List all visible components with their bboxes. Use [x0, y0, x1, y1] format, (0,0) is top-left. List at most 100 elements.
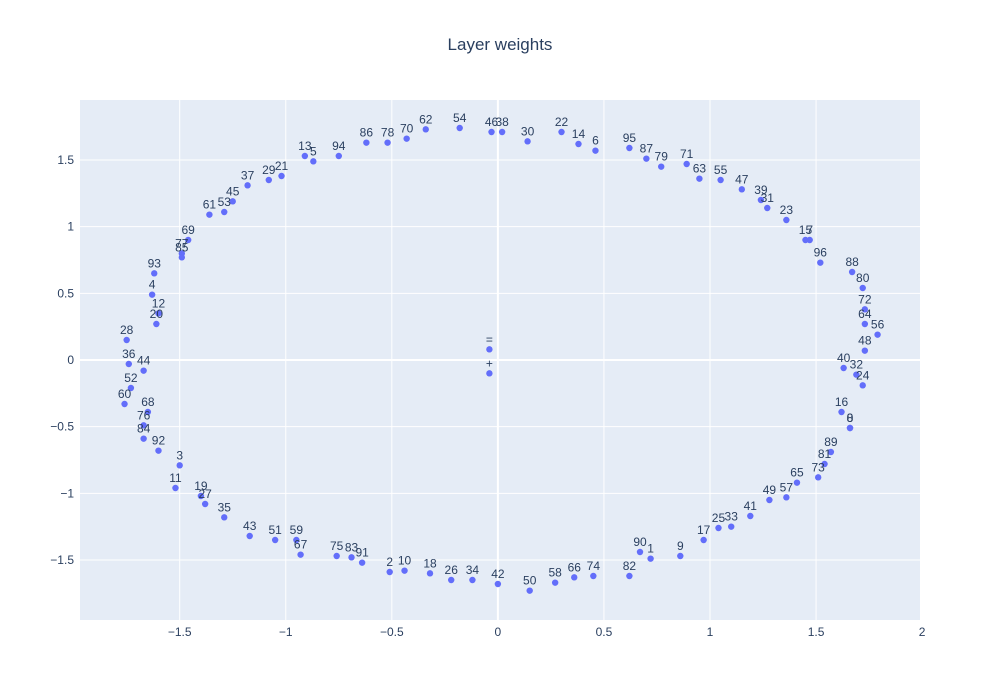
- x-tick-label: −1: [279, 625, 293, 639]
- data-point: [626, 144, 633, 152]
- data-point-label: 50: [523, 574, 537, 588]
- data-point: [715, 524, 722, 532]
- data-point-label: 16: [835, 395, 849, 409]
- data-point: [358, 559, 366, 566]
- data-point: [206, 211, 213, 218]
- data-point: [814, 474, 822, 481]
- data-point-label: 2: [386, 555, 393, 569]
- data-point-label: 1: [647, 542, 654, 556]
- data-point: [846, 424, 854, 432]
- data-point-label: 76: [137, 408, 151, 422]
- data-point: [747, 512, 754, 520]
- y-tick-label: −1: [60, 486, 74, 500]
- data-point: [151, 270, 158, 277]
- data-point: [244, 182, 251, 189]
- data-point: [153, 320, 160, 328]
- data-point-label: 74: [587, 559, 601, 573]
- data-point: [197, 492, 205, 500]
- data-point-label: 72: [858, 292, 872, 306]
- data-point-label: 96: [814, 246, 828, 260]
- data-point: [643, 155, 650, 162]
- data-point: [738, 186, 746, 193]
- data-point-label: 57: [780, 480, 794, 494]
- data-point-label: 65: [790, 466, 804, 480]
- data-point-label: 68: [141, 395, 155, 409]
- data-point: [140, 422, 147, 429]
- data-point-label: 12: [152, 296, 166, 310]
- x-tick-label: −0.5: [380, 625, 404, 639]
- x-tick-label: 0: [495, 625, 502, 639]
- data-point: [221, 514, 228, 521]
- data-point-label: 4: [149, 278, 156, 292]
- data-point: [821, 460, 828, 468]
- data-point-label: 78: [381, 126, 395, 140]
- data-point: [127, 384, 135, 392]
- data-point: [456, 124, 463, 132]
- data-point-label: 5: [310, 144, 317, 158]
- data-point: [178, 254, 186, 261]
- point-label-layer: 0123456789101112131415161718192021222324…: [118, 111, 885, 588]
- data-point-label: 58: [548, 566, 562, 580]
- data-point: [783, 494, 790, 501]
- data-point: [297, 551, 304, 558]
- data-point: [757, 196, 765, 204]
- data-point-label: 85: [175, 240, 189, 254]
- data-point-label: 87: [640, 142, 654, 156]
- data-point: [677, 552, 684, 560]
- data-point: [363, 139, 370, 146]
- x-tick-label: 0.5: [596, 625, 613, 639]
- y-tick-label: 0: [67, 353, 74, 367]
- data-point-label: 22: [555, 115, 569, 129]
- data-point-label: 33: [725, 510, 739, 524]
- data-point: [802, 236, 809, 244]
- data-point-label: 93: [148, 256, 162, 270]
- data-point-label: 53: [218, 195, 232, 209]
- data-point: [201, 500, 209, 508]
- data-point: [488, 128, 495, 136]
- data-point-label: 56: [871, 318, 885, 332]
- data-point-label: 36: [122, 347, 136, 361]
- data-point-label: 91: [355, 546, 369, 560]
- y-tick-label: −0.5: [50, 420, 74, 434]
- data-point-label: 59: [290, 523, 304, 537]
- data-point: [271, 536, 279, 544]
- data-point: [848, 268, 856, 276]
- data-point-label: 40: [837, 351, 851, 365]
- data-point: [401, 567, 408, 574]
- data-point: [486, 370, 493, 377]
- data-point-label: 34: [466, 563, 480, 577]
- data-point: [246, 532, 253, 540]
- x-tick-label: −1.5: [168, 625, 192, 639]
- data-point-label: 90: [633, 535, 647, 549]
- data-point: [125, 360, 132, 368]
- data-point-label: 11: [169, 471, 182, 485]
- data-point: [386, 568, 393, 576]
- data-point: [422, 126, 429, 133]
- data-point-label: 8: [847, 411, 854, 425]
- data-point: [838, 408, 845, 416]
- data-point: [486, 346, 493, 353]
- data-point: [229, 198, 236, 205]
- data-point-label: 62: [419, 112, 433, 126]
- data-point-label: 41: [744, 499, 758, 513]
- data-point-label: 43: [243, 519, 257, 533]
- data-point: [590, 572, 597, 580]
- data-point-label: 71: [680, 147, 694, 161]
- data-point-label: 20: [150, 307, 164, 321]
- data-point-label: 70: [400, 122, 414, 136]
- data-point: [144, 408, 152, 416]
- data-point-label: 21: [275, 159, 289, 173]
- data-point-label: 35: [218, 500, 232, 514]
- data-point: [700, 536, 707, 544]
- data-point: [348, 554, 355, 561]
- data-point: [626, 572, 633, 580]
- data-point-label: +: [486, 356, 493, 370]
- data-point: [498, 128, 506, 136]
- data-point-label: 67: [294, 538, 308, 552]
- data-point: [827, 448, 835, 456]
- data-point: [728, 523, 735, 530]
- data-point-label: 63: [693, 162, 707, 176]
- data-point: [861, 306, 869, 313]
- y-tick-label: −1.5: [50, 553, 74, 567]
